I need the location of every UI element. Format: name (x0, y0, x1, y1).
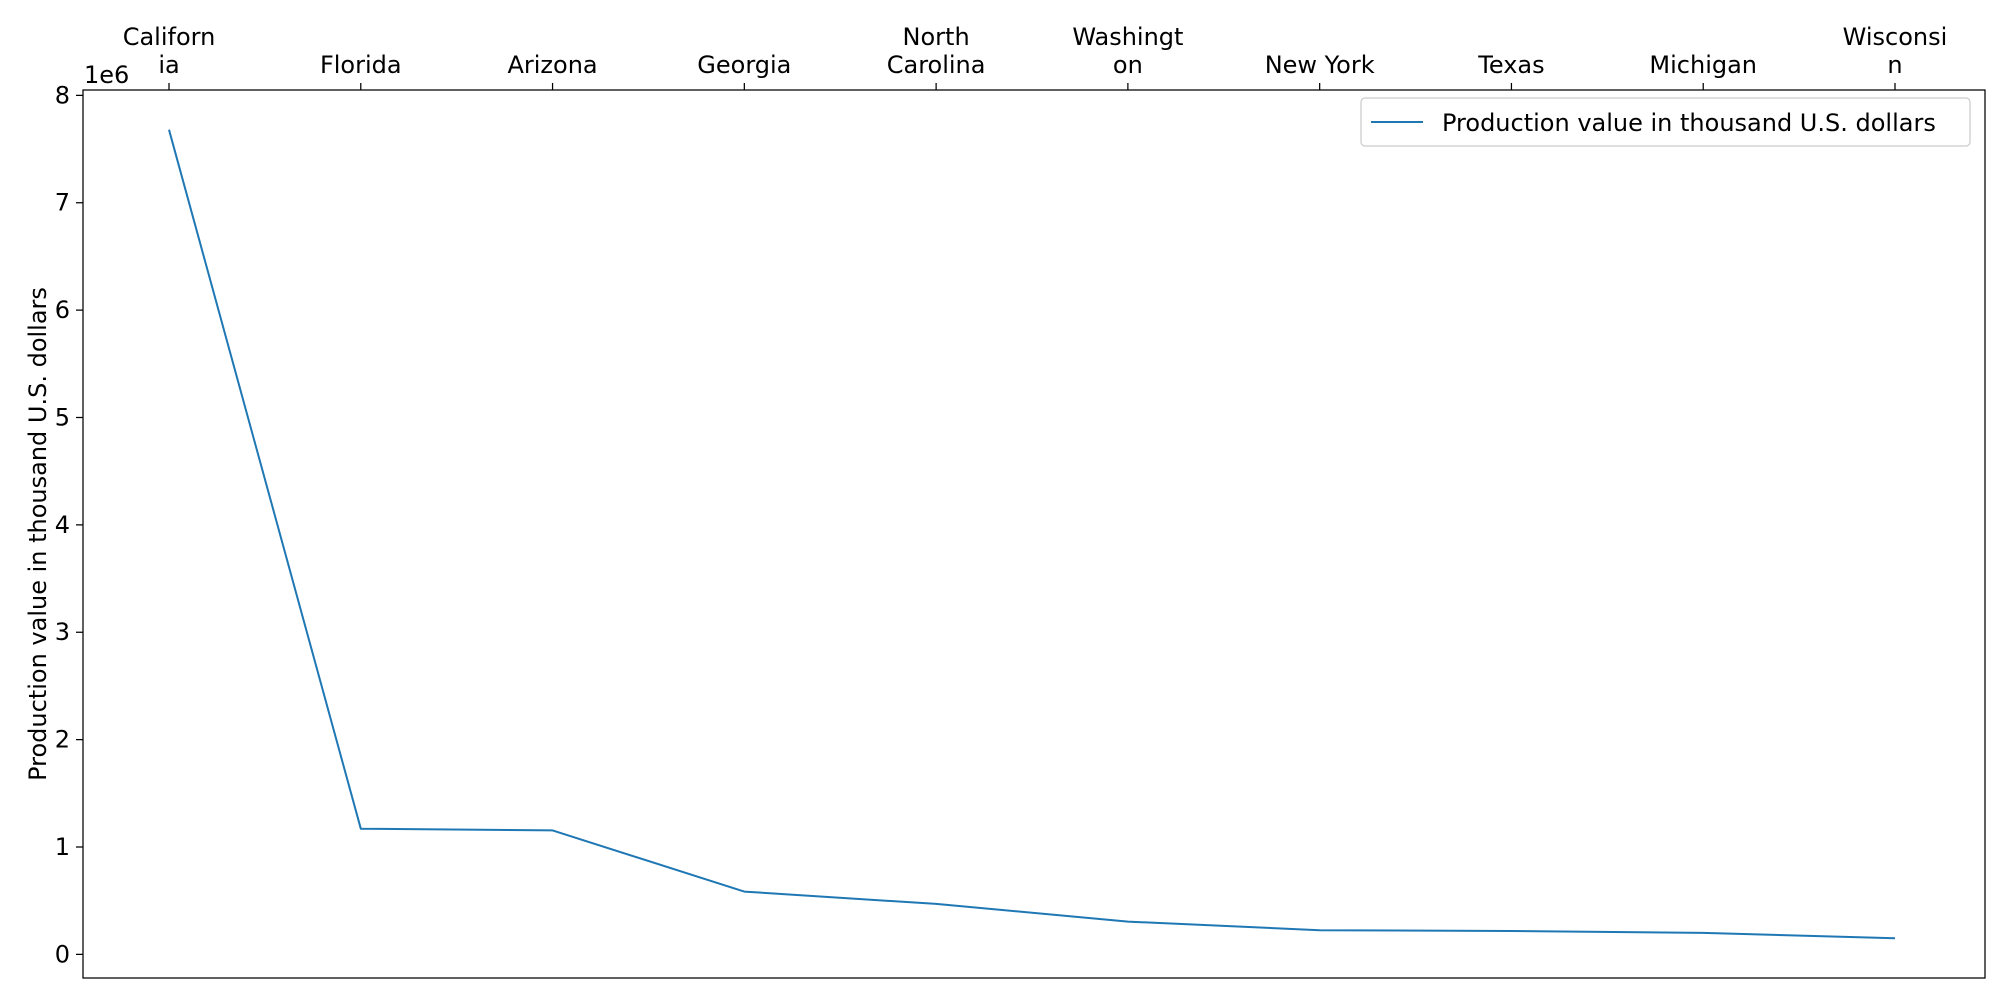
y-tick-label: 1 (55, 833, 70, 861)
x-tick-label: Texas (1477, 51, 1544, 79)
y-tick-label: 3 (55, 618, 70, 646)
y-tick-label: 7 (55, 189, 70, 217)
y-tick-label: 4 (55, 511, 70, 539)
y-axis-label: Production value in thousand U.S. dollar… (24, 287, 52, 781)
legend-box (1360, 97, 1971, 147)
plot-area (82, 89, 1986, 979)
series-line (168, 129, 1896, 940)
legend-label: Production value in thousand U.S. dollar… (1442, 109, 1936, 137)
x-tick-label: Florida (320, 51, 402, 79)
x-tick-label: Californ ia (123, 23, 216, 79)
series-group (168, 129, 1896, 940)
x-tick-label: Michigan (1649, 51, 1757, 79)
y-tick-label: 5 (55, 403, 70, 431)
x-tick-label: Georgia (697, 51, 791, 79)
y-tick-label: 0 (55, 940, 70, 968)
y-axis-offset-label: 1e6 (84, 61, 129, 89)
y-axis-ticks: 0 1 2 3 4 5 6 7 8 (55, 81, 83, 968)
x-tick-label: Washingt on (1072, 23, 1183, 79)
y-tick-label: 8 (55, 81, 70, 109)
y-tick-label: 2 (55, 726, 70, 754)
legend: Production value in thousand U.S. dollar… (1360, 97, 1971, 147)
x-tick-label: New York (1265, 51, 1375, 79)
x-axis-ticks: Californ ia Florida Arizona Georgia North Caro… (123, 23, 1948, 90)
x-tick-label: Wisconsi n (1843, 23, 1948, 79)
x-tick-label: Arizona (507, 51, 597, 79)
y-tick-label: 6 (55, 296, 70, 324)
x-tick-label: North Carolina (887, 23, 986, 79)
